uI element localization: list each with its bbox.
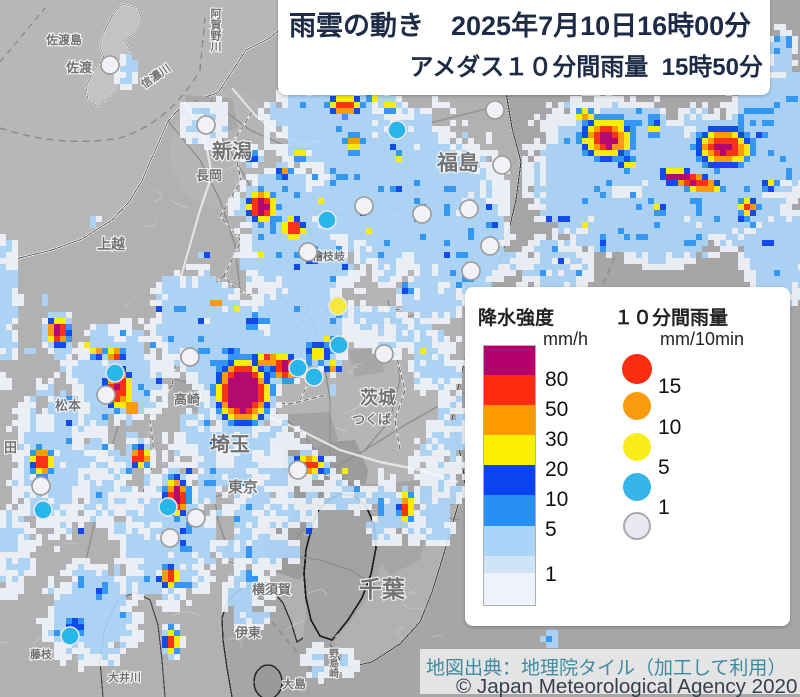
svg-text:福島: 福島 xyxy=(436,151,479,175)
svg-text:大島: 大島 xyxy=(282,676,306,691)
svg-text:茨城: 茨城 xyxy=(360,387,396,408)
svg-text:千葉: 千葉 xyxy=(359,576,406,602)
svg-text:佐渡: 佐渡 xyxy=(65,60,93,75)
svg-text:つくば: つくば xyxy=(352,412,391,427)
svg-text:松本: 松本 xyxy=(55,398,81,413)
svg-text:伊東: 伊東 xyxy=(234,625,261,640)
svg-text:埼玉: 埼玉 xyxy=(210,432,250,456)
svg-text:上越: 上越 xyxy=(97,236,126,252)
svg-text:大井川: 大井川 xyxy=(108,670,141,684)
svg-text:田: 田 xyxy=(4,440,17,455)
svg-text:檜枝岐: 檜枝岐 xyxy=(312,249,346,263)
svg-text:新潟: 新潟 xyxy=(212,139,252,163)
svg-text:長岡: 長岡 xyxy=(196,168,222,183)
svg-text:佐渡島: 佐渡島 xyxy=(45,32,82,47)
svg-text:野島崎: 野島崎 xyxy=(327,648,339,679)
svg-text:藤枝: 藤枝 xyxy=(30,647,53,661)
svg-text:阿賀野川: 阿賀野川 xyxy=(209,7,223,52)
svg-text:横須賀: 横須賀 xyxy=(252,582,291,597)
svg-text:高崎: 高崎 xyxy=(174,392,200,407)
svg-text:東京: 東京 xyxy=(228,478,258,496)
